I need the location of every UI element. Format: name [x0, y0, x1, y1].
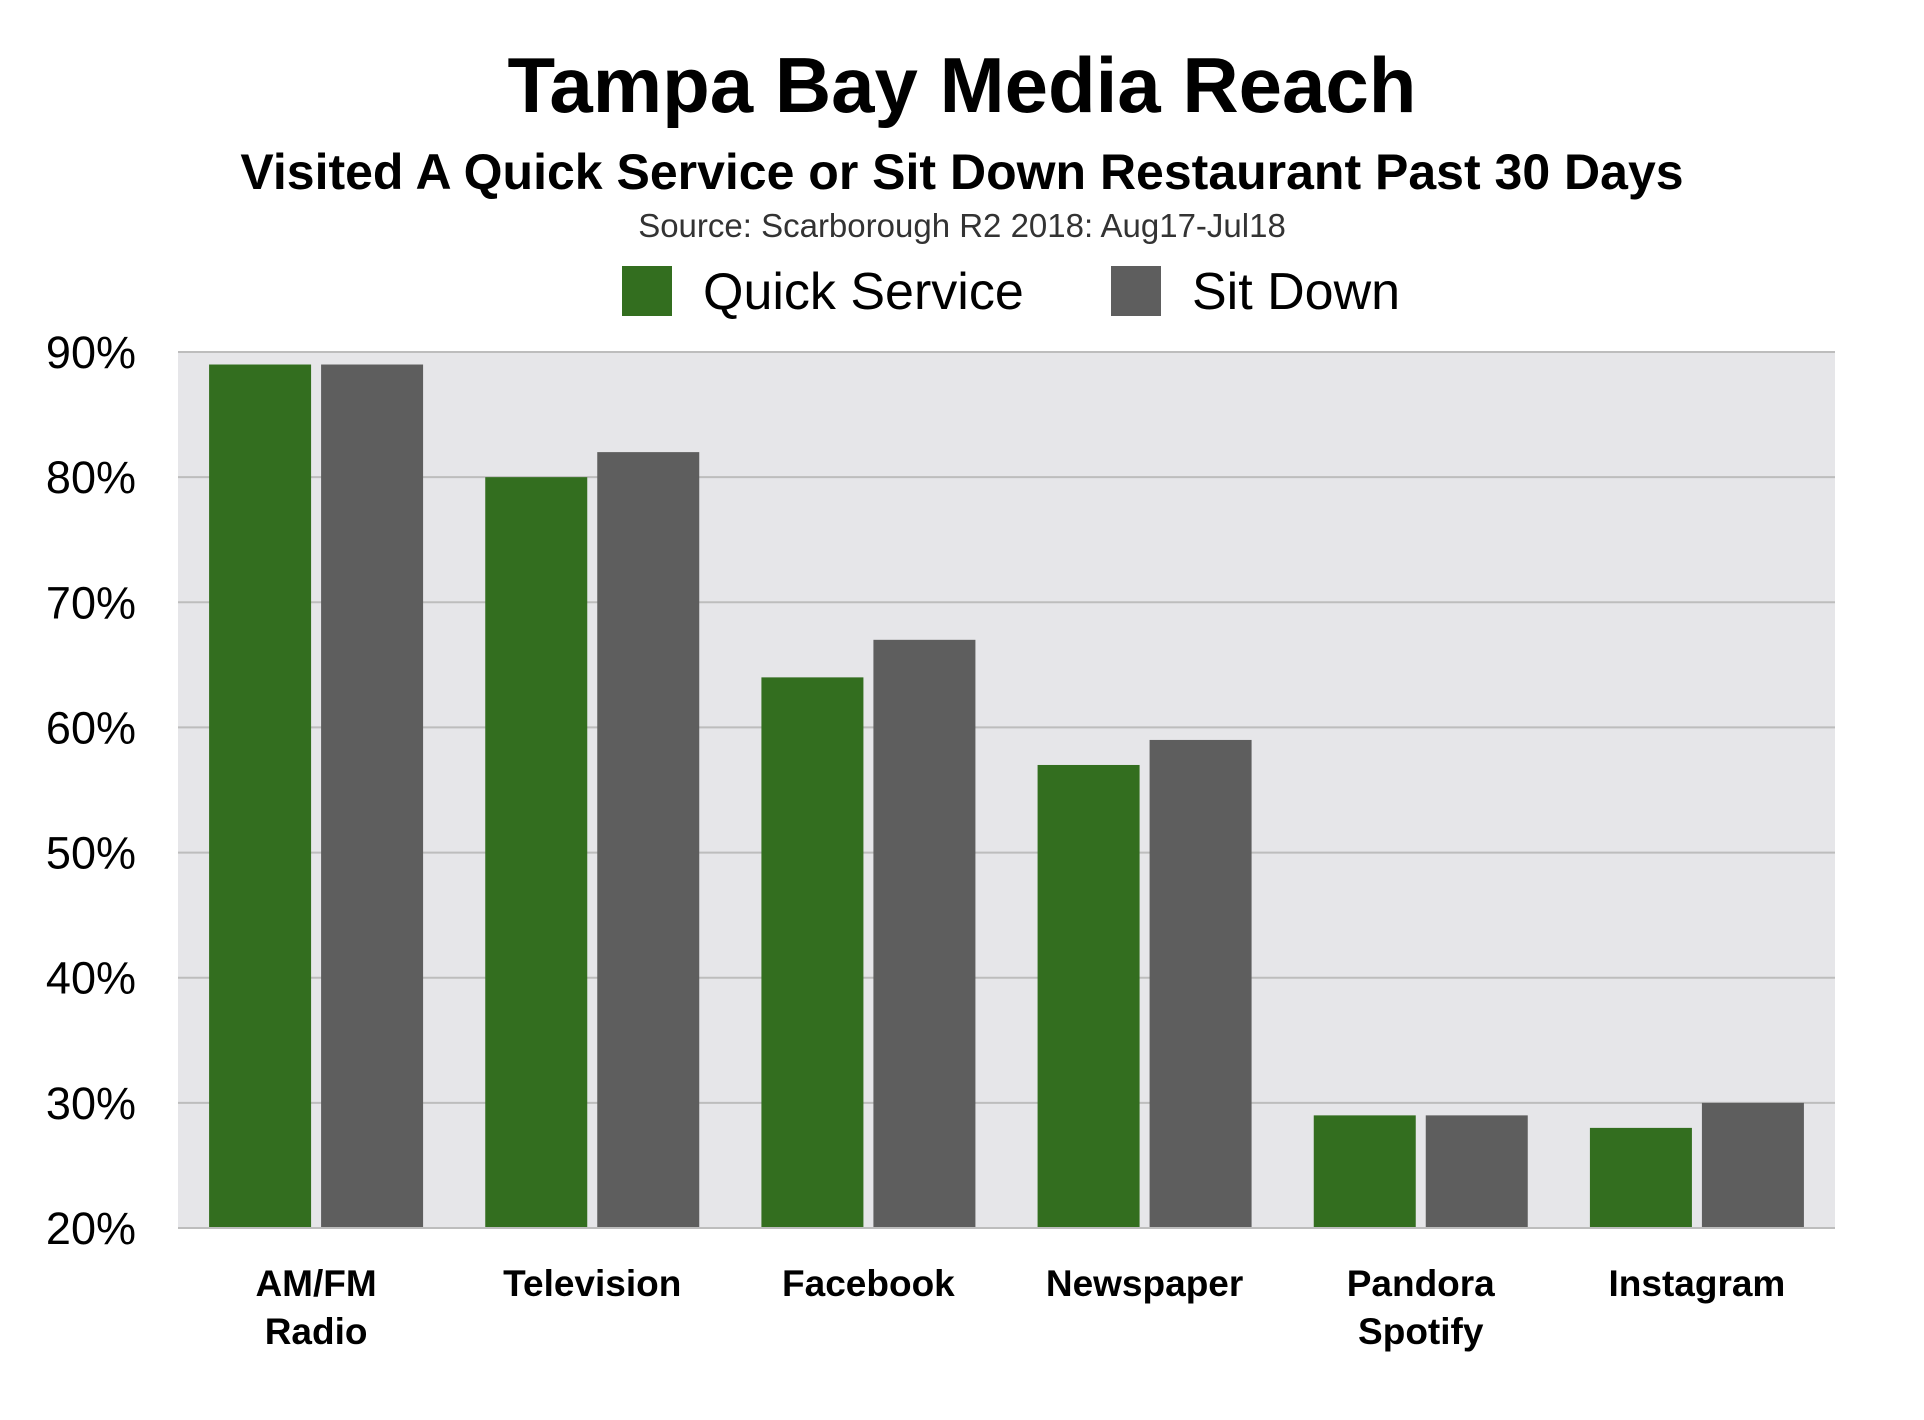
legend: Quick Service Sit Down [622, 263, 1400, 321]
y-tick-label: 20% [46, 1203, 136, 1254]
legend-label: Quick Service [703, 263, 1024, 321]
x-tick-label: Facebook [782, 1263, 955, 1304]
y-tick-label: 80% [46, 452, 136, 503]
bars [209, 364, 1804, 1229]
bar-quick-service [1313, 1115, 1416, 1228]
y-tick-label: 50% [46, 828, 136, 879]
x-tick-label: AM/FM Radio [255, 1263, 376, 1352]
y-tick-label: 70% [46, 577, 136, 628]
y-tick-label: 30% [46, 1078, 136, 1129]
y-tick-label: 40% [46, 953, 136, 1004]
x-tick-label: Television [503, 1263, 681, 1304]
bar-sit-down [873, 639, 976, 1228]
y-tick-label: 60% [46, 702, 136, 753]
bar-sit-down [1425, 1115, 1528, 1228]
plot-area [178, 352, 1835, 1228]
x-axis: AM/FM Radio Television Facebook Newspaper Pan… [178, 1227, 1835, 1352]
chart-title: Tampa Bay Media Reach [507, 41, 1417, 129]
bar-sit-down [597, 452, 700, 1229]
x-tick-label: Pandora Spotify [1347, 1263, 1495, 1352]
chart-subtitle: Visited A Quick Service or Sit Down Rest… [240, 144, 1684, 200]
y-tick-label: 90% [46, 327, 136, 378]
legend-swatch-sit-down [1111, 266, 1161, 316]
bar-quick-service [761, 677, 864, 1228]
bar-quick-service [485, 477, 588, 1229]
legend-swatch-quick-service [622, 266, 672, 316]
legend-label: Sit Down [1192, 263, 1400, 321]
bar-sit-down [321, 364, 424, 1228]
y-axis: 20% 30% 40% 50% 60% 70% 80% 90% [46, 327, 136, 1254]
bar-sit-down [1149, 739, 1252, 1228]
bar-quick-service [1037, 764, 1140, 1228]
bar-sit-down [1701, 1102, 1804, 1228]
chart-source: Source: Scarborough R2 2018: Aug17-Jul18 [638, 207, 1286, 244]
x-tick-label: Instagram [1608, 1263, 1785, 1304]
x-tick-label: Newspaper [1046, 1263, 1243, 1304]
bar-quick-service [1589, 1127, 1692, 1228]
bar-quick-service [209, 364, 312, 1228]
